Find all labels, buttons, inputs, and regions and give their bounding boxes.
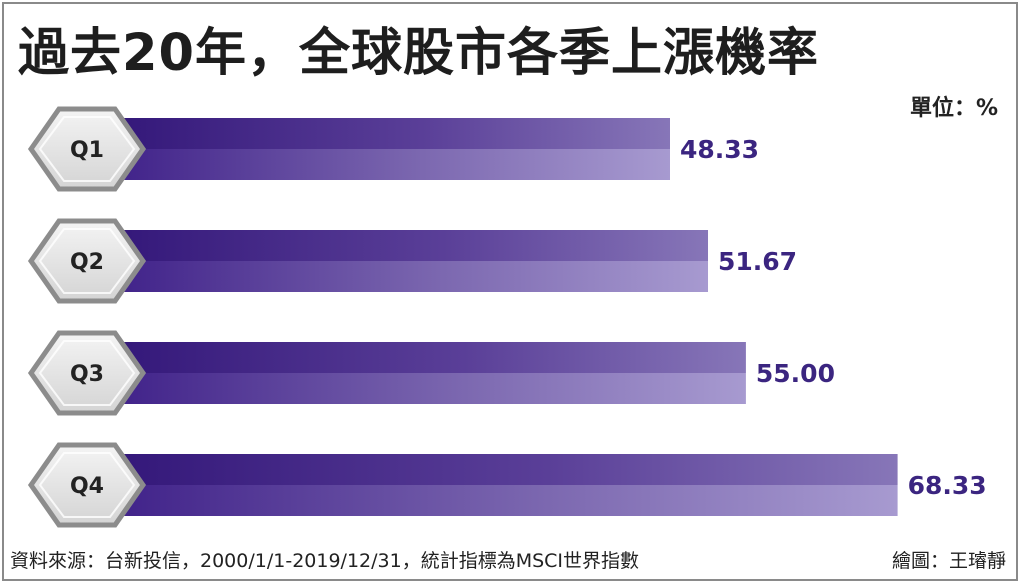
source-note: 資料來源：台新投信，2000/1/1-2019/12/31，統計指標為MSCI世… <box>10 550 640 572</box>
chart-title: 過去20年，全球股市各季上漲機率 <box>18 24 819 83</box>
unit-label: 單位：% <box>909 96 998 121</box>
value-label: 68.33 <box>908 471 987 500</box>
category-label: Q2 <box>70 250 104 275</box>
credit-note: 繪圖：王璿靜 <box>891 550 1006 572</box>
bar-row-q3: Q3 55.00 <box>27 330 835 416</box>
category-label: Q1 <box>70 138 104 163</box>
bar-row-q2: Q2 51.67 <box>27 218 797 304</box>
bar-q4 <box>120 454 898 516</box>
bar-row-q1: Q1 48.33 <box>27 106 759 192</box>
hexagon-badge-q2 <box>27 218 147 304</box>
hexagon-badge-q1 <box>27 106 147 192</box>
hexagon-badge-q4 <box>27 442 147 528</box>
value-label: 51.67 <box>718 247 797 276</box>
value-label: 48.33 <box>680 135 759 164</box>
chart-footer: 資料來源：台新投信，2000/1/1-2019/12/31，統計指標為MSCI世… <box>10 546 1006 576</box>
bar-row-q4: Q4 68.33 <box>27 442 987 528</box>
bar-q1 <box>120 118 670 180</box>
hexagon-badge-q3 <box>27 330 147 416</box>
value-label: 55.00 <box>756 359 835 388</box>
category-label: Q4 <box>70 474 104 499</box>
category-label: Q3 <box>70 362 104 387</box>
bar-q2 <box>120 230 709 292</box>
bar-q3 <box>120 342 746 404</box>
